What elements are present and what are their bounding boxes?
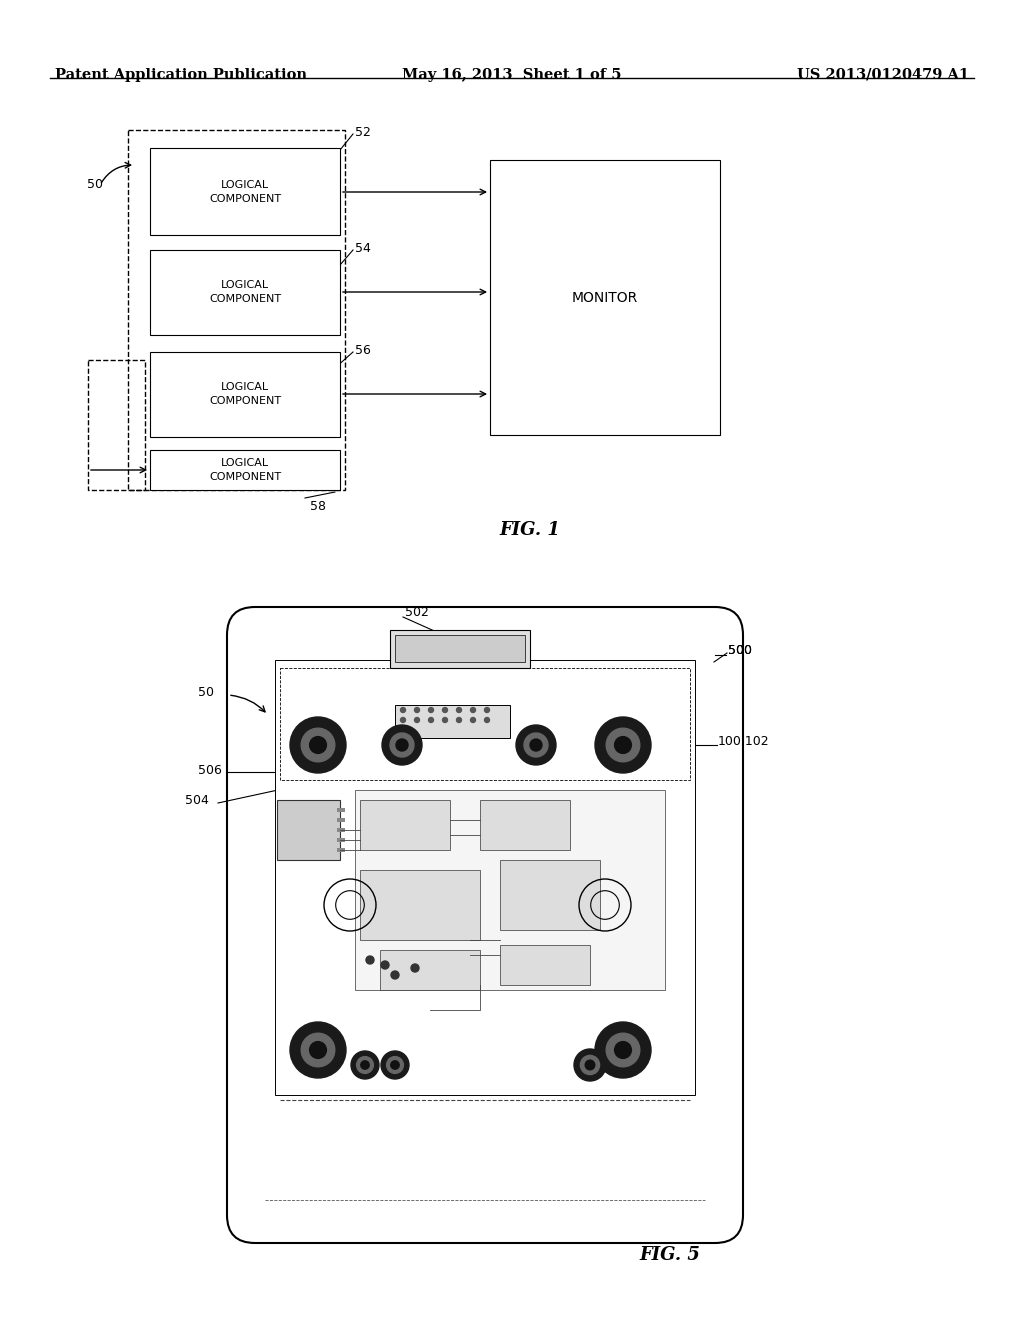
Bar	[150, 249, 340, 335]
Bar	[128, 129, 345, 490]
Circle shape	[400, 708, 406, 713]
Circle shape	[356, 1056, 374, 1073]
Bar	[480, 800, 570, 850]
Circle shape	[391, 1061, 399, 1069]
Bar	[500, 945, 590, 985]
Circle shape	[484, 708, 489, 713]
Bar	[395, 635, 525, 663]
Text: LOGICAL
COMPONENT: LOGICAL COMPONENT	[209, 383, 281, 407]
Text: FIG. 5: FIG. 5	[640, 1246, 700, 1265]
Bar	[360, 800, 450, 850]
FancyBboxPatch shape	[227, 607, 743, 1243]
Bar	[337, 808, 345, 812]
Bar	[150, 148, 340, 235]
Circle shape	[428, 708, 433, 713]
Circle shape	[524, 733, 548, 756]
Circle shape	[457, 708, 462, 713]
Text: 58: 58	[310, 500, 326, 513]
Circle shape	[309, 737, 327, 754]
Bar	[150, 450, 340, 490]
Text: 502: 502	[406, 606, 429, 619]
Circle shape	[574, 1049, 606, 1081]
Text: 504: 504	[185, 793, 209, 807]
Circle shape	[415, 708, 420, 713]
Circle shape	[301, 1034, 335, 1067]
Circle shape	[530, 739, 542, 751]
Circle shape	[457, 718, 462, 722]
Text: MONITOR: MONITOR	[571, 290, 638, 305]
Bar	[490, 160, 720, 436]
Text: 50: 50	[198, 686, 214, 700]
Circle shape	[516, 725, 556, 766]
Circle shape	[484, 718, 489, 722]
Text: 100,102: 100,102	[718, 735, 770, 748]
Text: 52: 52	[355, 125, 371, 139]
Circle shape	[606, 1034, 640, 1067]
Circle shape	[360, 1061, 370, 1069]
Circle shape	[411, 964, 419, 972]
Bar	[395, 705, 510, 738]
Text: 500: 500	[728, 644, 752, 656]
Text: US 2013/0120479 A1: US 2013/0120479 A1	[797, 69, 969, 82]
Bar	[150, 352, 340, 437]
Circle shape	[428, 718, 433, 722]
Text: FIG. 1: FIG. 1	[500, 521, 560, 539]
Bar	[88, 360, 145, 490]
Circle shape	[470, 708, 475, 713]
Text: Patent Application Publication: Patent Application Publication	[55, 69, 307, 82]
Bar	[337, 838, 345, 842]
Circle shape	[396, 739, 408, 751]
Bar	[337, 828, 345, 832]
Bar	[337, 847, 345, 851]
Circle shape	[309, 1041, 327, 1059]
Circle shape	[442, 708, 447, 713]
Circle shape	[290, 1022, 346, 1078]
Circle shape	[290, 717, 346, 774]
Circle shape	[366, 956, 374, 964]
Text: 56: 56	[355, 343, 371, 356]
Bar	[380, 950, 480, 990]
Bar	[278, 800, 340, 861]
Text: 506: 506	[198, 763, 222, 776]
Circle shape	[387, 1056, 403, 1073]
Circle shape	[415, 718, 420, 722]
Bar	[390, 630, 530, 668]
Circle shape	[351, 1051, 379, 1078]
Circle shape	[442, 718, 447, 722]
Circle shape	[390, 733, 414, 756]
Text: 500: 500	[728, 644, 752, 656]
Bar	[280, 668, 690, 780]
Bar	[500, 861, 600, 931]
Text: LOGICAL
COMPONENT: LOGICAL COMPONENT	[209, 281, 281, 305]
Text: 50: 50	[87, 178, 103, 191]
Text: May 16, 2013  Sheet 1 of 5: May 16, 2013 Sheet 1 of 5	[402, 69, 622, 82]
Circle shape	[381, 961, 389, 969]
Circle shape	[581, 1056, 600, 1074]
Text: LOGICAL
COMPONENT: LOGICAL COMPONENT	[209, 458, 281, 482]
Circle shape	[301, 729, 335, 762]
Circle shape	[391, 972, 399, 979]
Circle shape	[614, 1041, 632, 1059]
Bar	[360, 870, 480, 940]
Bar	[275, 660, 695, 1096]
Circle shape	[470, 718, 475, 722]
Circle shape	[595, 717, 651, 774]
Circle shape	[382, 725, 422, 766]
Circle shape	[381, 1051, 409, 1078]
Circle shape	[606, 729, 640, 762]
Circle shape	[595, 1022, 651, 1078]
Circle shape	[614, 737, 632, 754]
Circle shape	[400, 718, 406, 722]
Text: 54: 54	[355, 242, 371, 255]
Circle shape	[585, 1060, 595, 1069]
Bar	[337, 818, 345, 822]
Bar	[355, 789, 665, 990]
Text: LOGICAL
COMPONENT: LOGICAL COMPONENT	[209, 180, 281, 203]
